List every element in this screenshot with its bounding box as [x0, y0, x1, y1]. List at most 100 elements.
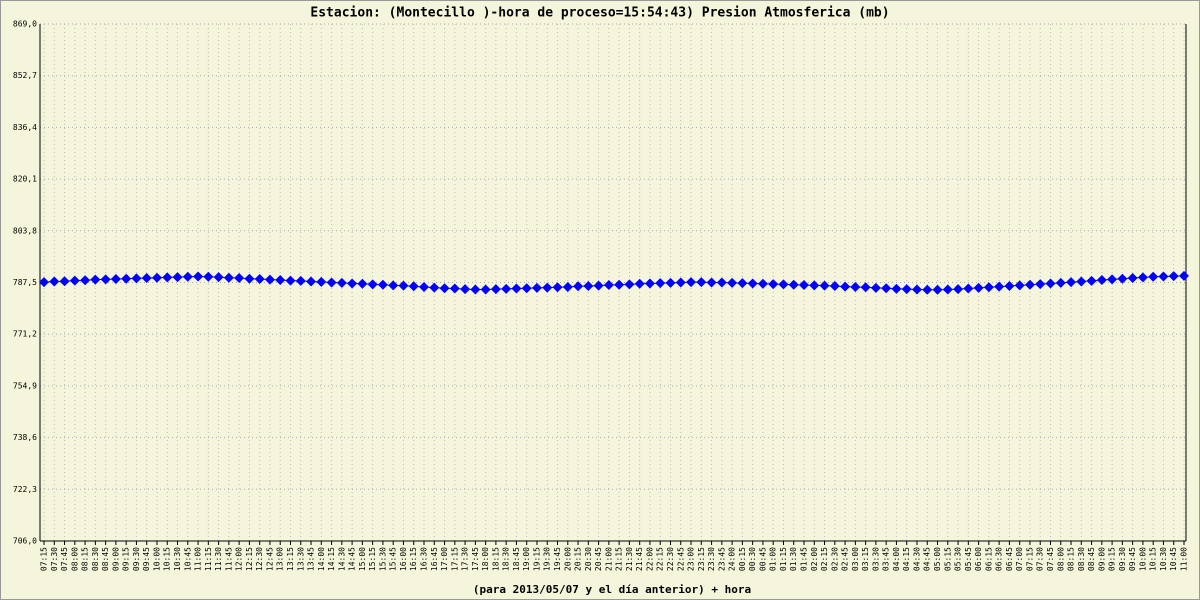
data-point	[799, 280, 809, 291]
y-tick-label: 787,5	[13, 278, 37, 287]
x-tick-label: 11:30	[214, 547, 223, 571]
x-tick-label: 07:30	[1036, 547, 1045, 571]
data-point	[686, 277, 697, 288]
data-point	[593, 280, 604, 291]
x-tick-label: 15:15	[368, 547, 377, 571]
x-tick-label: 04:30	[912, 547, 921, 571]
x-tick-label: 20:30	[584, 547, 593, 571]
series-line	[43, 275, 1185, 291]
x-tick-label: 22:45	[676, 547, 685, 571]
data-point	[655, 278, 666, 289]
data-point	[922, 284, 933, 295]
x-tick-label: 21:15	[615, 547, 624, 571]
x-tick-label: 22:30	[666, 547, 675, 571]
data-point	[552, 282, 563, 293]
data-point	[59, 276, 70, 287]
x-tick-label: 06:30	[995, 547, 1004, 571]
data-point	[49, 276, 60, 287]
x-tick-label: 09:00	[111, 547, 120, 571]
x-tick-label: 09:00	[1097, 547, 1106, 571]
x-tick-label: 08:15	[1067, 547, 1076, 571]
x-tick-label: 12:00	[235, 547, 244, 571]
x-tick-label: 19:15	[532, 547, 541, 571]
data-point	[1137, 272, 1148, 283]
data-point	[408, 281, 419, 292]
data-point	[367, 279, 378, 290]
x-tick-label: 15:00	[358, 547, 367, 571]
data-point	[449, 283, 460, 294]
data-point	[388, 280, 399, 291]
x-tick-label: 00:45	[758, 547, 767, 571]
x-tick-label: 02:45	[841, 547, 850, 571]
data-point	[860, 282, 871, 293]
y-tick-label: 722,3	[13, 485, 37, 494]
data-point	[573, 281, 584, 292]
x-tick-label: 07:45	[1046, 547, 1055, 571]
x-tick-label: 12:45	[265, 547, 274, 571]
data-point	[942, 284, 953, 295]
data-point	[634, 278, 645, 289]
data-point	[675, 277, 686, 288]
x-axis-label: (para 2013/05/07 y el día anterior) + ho…	[473, 583, 751, 596]
data-point	[840, 281, 851, 292]
data-point	[1066, 277, 1077, 288]
x-tick-label: 02:00	[810, 547, 819, 571]
data-point	[377, 279, 388, 290]
data-point	[460, 284, 471, 295]
x-tick-label: 09:15	[1108, 547, 1117, 571]
data-point	[275, 274, 286, 285]
data-point	[439, 283, 450, 294]
x-tick-label: 05:00	[933, 547, 942, 571]
x-tick-label: 19:45	[553, 547, 562, 571]
data-point	[1148, 271, 1159, 282]
x-tick-label: 19:00	[522, 547, 531, 571]
x-tick-label: 13:45	[307, 547, 316, 571]
data-point	[644, 278, 655, 289]
data-point	[1179, 270, 1189, 281]
data-point	[542, 282, 553, 293]
x-tick-label: 13:30	[296, 547, 305, 571]
x-tick-label: 16:30	[420, 547, 429, 571]
x-tick-label: 04:00	[892, 547, 901, 571]
data-point	[326, 277, 337, 288]
data-point	[1168, 271, 1179, 282]
x-tick-label: 02:15	[820, 547, 829, 571]
x-tick-label: 16:15	[409, 547, 418, 571]
x-tick-label: 01:45	[800, 547, 809, 571]
data-point	[1107, 274, 1118, 285]
x-tick-label: 06:15	[984, 547, 993, 571]
data-point	[932, 284, 943, 295]
data-point	[501, 283, 512, 294]
data-point	[100, 274, 111, 285]
data-point	[69, 275, 80, 286]
y-tick-label: 869,0	[13, 20, 37, 29]
data-point	[521, 283, 532, 294]
x-tick-label: 00:15	[738, 547, 747, 571]
x-tick-label: 07:30	[50, 547, 59, 571]
data-point	[614, 279, 625, 290]
data-point	[737, 278, 748, 289]
x-tick-label: 08:45	[101, 547, 110, 571]
data-point	[583, 280, 594, 291]
data-point	[1035, 279, 1046, 290]
data-point	[973, 282, 984, 293]
data-point	[429, 282, 440, 293]
x-tick-label: 17:15	[450, 547, 459, 571]
data-point	[1024, 279, 1035, 290]
x-tick-label: 14:30	[337, 547, 346, 571]
x-tick-label: 07:45	[60, 547, 69, 571]
x-tick-label: 10:30	[173, 547, 182, 571]
data-point	[983, 282, 994, 293]
x-tick-label: 16:00	[399, 547, 408, 571]
data-point	[193, 271, 204, 282]
x-tick-label: 11:00	[1180, 547, 1189, 571]
data-point	[244, 273, 255, 284]
x-tick-label: 20:45	[594, 547, 603, 571]
data-point	[203, 271, 214, 282]
data-point	[963, 283, 974, 294]
x-tick-label: 17:45	[471, 547, 480, 571]
x-tick-label: 23:45	[717, 547, 726, 571]
data-point	[603, 280, 614, 291]
data-point	[110, 274, 121, 285]
